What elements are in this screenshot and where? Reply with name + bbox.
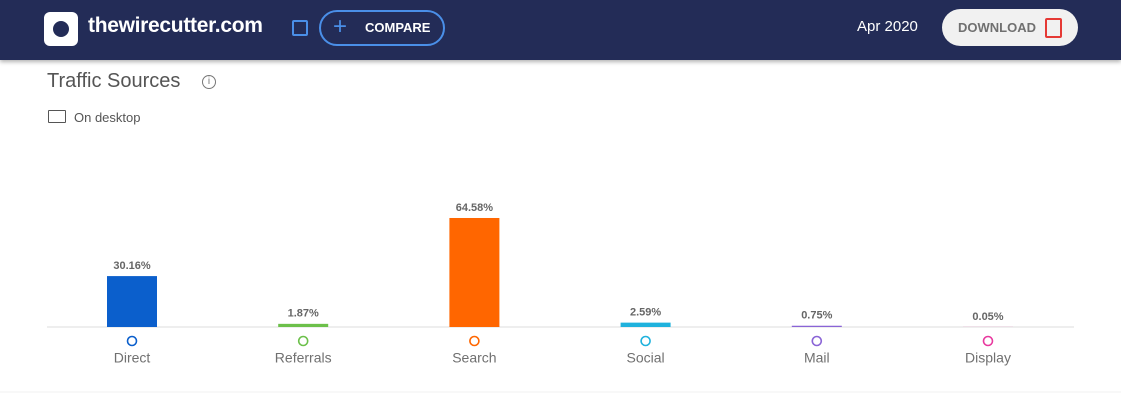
category-label: Display (965, 350, 1011, 366)
download-label: DOWNLOAD (958, 20, 1036, 35)
value-label: 2.59% (630, 307, 661, 319)
site-name: thewirecutter.com (88, 14, 263, 37)
subtitle: On desktop (74, 110, 141, 125)
header: thewirecutter.com + COMPARE Apr 2020 DOWN… (0, 0, 1121, 60)
value-label: 0.05% (972, 311, 1003, 323)
category-icon (297, 335, 309, 347)
compare-button[interactable]: + COMPARE (319, 10, 445, 46)
category-label: Direct (114, 350, 151, 366)
category-label: Social (627, 350, 665, 366)
category-icon (126, 335, 138, 347)
bar (791, 325, 842, 327)
bar (620, 322, 671, 327)
download-button[interactable]: DOWNLOAD (942, 9, 1078, 46)
category-icon (982, 335, 994, 347)
value-label: 30.16% (113, 260, 151, 272)
value-label: 1.87% (288, 308, 319, 320)
category-icon (640, 335, 651, 347)
value-label: 64.58% (456, 202, 494, 214)
category-label: Search (452, 350, 496, 366)
bar (449, 217, 500, 327)
site-logo (44, 12, 78, 46)
bar (107, 276, 157, 327)
value-label: 0.75% (801, 310, 832, 322)
section-title: Traffic Sources (47, 70, 181, 92)
external-link[interactable] (292, 20, 308, 36)
category-icon (469, 335, 480, 347)
category-label: Referrals (275, 350, 332, 366)
bar (278, 323, 329, 327)
info-icon[interactable]: i (202, 75, 216, 89)
category-label: Mail (804, 350, 830, 366)
category-icon (811, 335, 823, 347)
compare-label: COMPARE (365, 20, 431, 35)
desktop-icon (48, 110, 66, 123)
date[interactable]: Apr 2020 (857, 18, 918, 35)
